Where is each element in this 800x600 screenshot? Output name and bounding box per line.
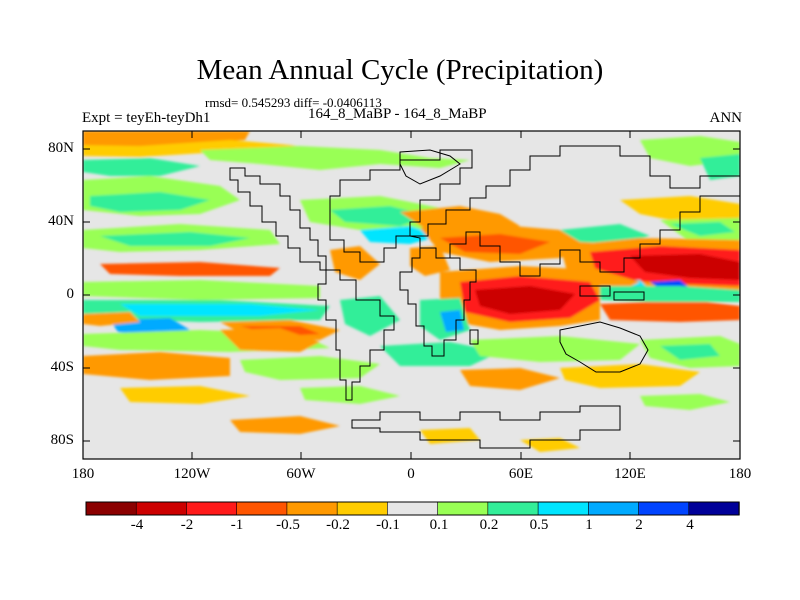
colorbar-label: -4 [130,517,144,533]
coastline-madagascar [469,329,479,345]
colorbar-swatch [387,501,439,516]
anomaly-region-so-green-b [640,394,730,410]
anomaly-region-asia-yellow [620,196,740,222]
anomaly-region-tpac-orange-b [83,312,140,326]
anomaly-region-so-orange [230,416,340,434]
lon-tick-label: 60E [508,466,534,482]
coastline-australia [559,321,649,373]
anomaly-region-tpac-cyan [120,304,320,316]
coastline-north-america-east [329,149,473,263]
colorbar-label: 1 [585,517,593,533]
colorbar-swatch [336,501,389,516]
anomaly-region-wpac-darkred [630,254,740,280]
coastline-antarctica [351,405,621,449]
anomaly-region-tpac-orange [100,262,280,276]
colorbar-swatch [537,501,590,516]
lat-tick-label: 80N [48,140,74,156]
colorbar-label: 0.5 [529,517,549,533]
anomaly-region-sm-green [240,356,380,380]
colorbar-label: 0.1 [429,517,449,533]
anomaly-region-asia-red [440,234,550,254]
colorbar-swatch [688,501,740,516]
axis-ticks [83,131,740,459]
anomaly-region-nwpac-teal [670,222,735,236]
anomaly-region-npac-teal-b [100,232,250,246]
coastline-indonesia [579,285,645,301]
lat-tick-label: 80S [50,432,74,448]
anomaly-region-samer-teal [340,296,400,336]
anomaly-region-africa-blue [440,310,464,332]
colorbar [85,501,740,516]
lon-tick-label: 180 [728,466,752,482]
coastlines [229,145,741,449]
precip-anomaly-field [83,131,740,452]
anomaly-region-sm-teal-b [660,344,720,360]
anomaly-region-arctic-green [200,146,470,170]
experiment-label: Expt = teyEh-teyDh1 [82,110,211,126]
colorbar-label: -1 [230,517,244,533]
colorbar-label: -0.1 [376,517,400,533]
anomaly-region-io-teal [600,286,740,302]
coastline-south-america [317,269,395,401]
colorbar-label: -0.2 [326,517,350,533]
anomaly-region-natl-teal [330,206,430,226]
coastline-greenland [399,149,461,185]
season-label: ANN [709,110,743,126]
anomaly-region-arctic-east-teal [700,154,740,180]
colorbar-swatch [286,501,338,516]
anomaly-region-arctic-teal [83,158,200,176]
anomaly-region-sm-orange-c [460,368,560,390]
lon-tick-label: 120W [173,466,211,482]
anomaly-region-sm-green-b [470,336,640,362]
lon-tick-label: 0 [407,466,415,482]
anomaly-region-npac-teal [90,192,210,212]
anomaly-region-samer-orange [330,246,380,280]
anomaly-region-sm-orange-b [220,328,320,352]
anomaly-region-asia-teal [560,224,650,244]
colorbar-swatch [437,501,489,516]
lat-tick-label: 40N [48,213,74,229]
anomaly-region-io-east-orange [600,300,740,322]
lat-tick-label: 40S [50,359,74,375]
colorbar-swatch [135,501,188,516]
colorbar-swatch [85,501,137,516]
anomaly-region-arctic-orange [83,131,250,148]
anomaly-region-ant-yellow [520,438,580,452]
anomaly-region-tpac-green [83,280,320,300]
stats-label: rmsd= 0.545293 diff= -0.0406113 [205,95,382,110]
anomaly-region-so-green [300,386,400,404]
lon-tick-label: 60W [286,466,316,482]
lon-tick-label: 180 [71,466,95,482]
anomaly-region-sm-yellow [560,364,700,388]
anomaly-region-sm-orange [83,352,230,380]
anomaly-region-sm-teal [380,342,500,366]
lon-tick-label: 120E [614,466,646,482]
colorbar-label: 2 [635,517,643,533]
colorbar-swatch [487,501,539,516]
period-label: 164_8_MaBP - 164_8_MaBP [308,106,487,122]
lat-tick-label: 0 [66,286,75,302]
anomaly-region-so-yellow [120,386,250,404]
colorbar-label: 4 [686,517,694,533]
colorbar-label: -0.5 [276,517,300,533]
colorbar-swatch [588,501,640,516]
colorbar-frame [85,501,740,516]
coastline-europe-asia [409,145,741,277]
colorbar-swatch [186,501,238,516]
anomaly-region-io-darkred [475,286,575,314]
colorbar-swatch [236,501,288,516]
colorbar-swatch [638,501,690,516]
coastline-africa [399,247,477,357]
colorbar-label: 0.2 [479,517,499,533]
colorbar-label: -2 [180,517,194,533]
chart-title: Mean Annual Cycle (Precipitation) [196,54,604,86]
